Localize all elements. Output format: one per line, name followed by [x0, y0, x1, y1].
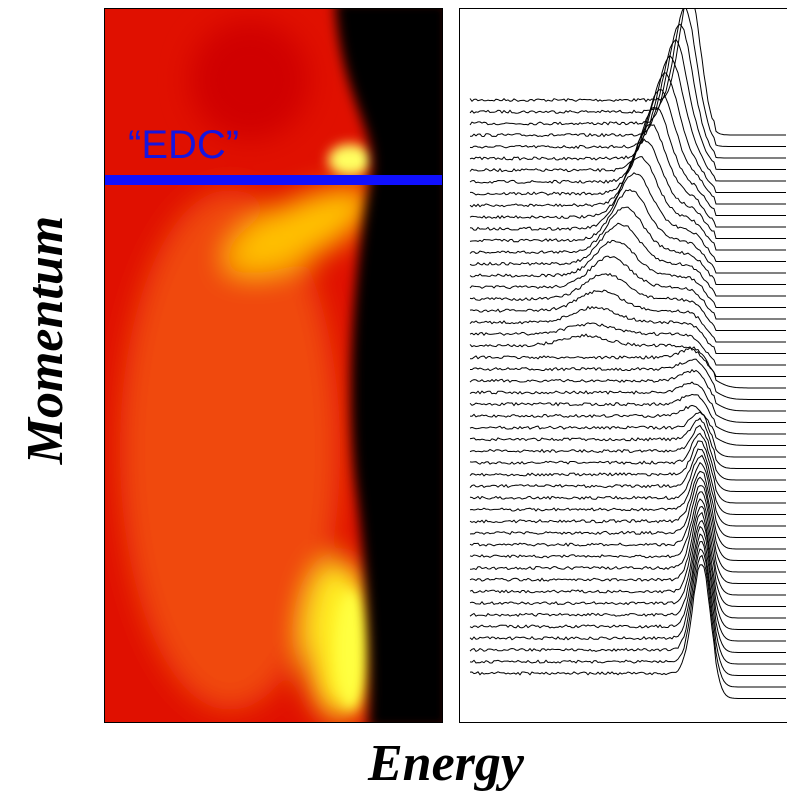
edc-curve — [469, 564, 786, 699]
edc-curve — [469, 470, 786, 550]
edc-curve — [469, 485, 786, 573]
edc-curve — [469, 548, 786, 676]
edc-curve — [470, 358, 786, 400]
edc-curve — [469, 432, 786, 492]
edc-curve — [469, 368, 786, 412]
edc-curve — [469, 156, 786, 251]
edc-curve — [469, 239, 786, 308]
edc-curve — [469, 72, 786, 193]
edc-curve — [469, 222, 786, 297]
edc-curve — [469, 424, 786, 481]
edc-curve — [469, 305, 786, 354]
edc-curve — [469, 461, 786, 538]
edc-curve — [469, 404, 786, 446]
edc-curve — [469, 9, 786, 147]
edc-curve — [469, 393, 786, 435]
edc-curve — [469, 476, 786, 561]
edc-curve — [469, 525, 786, 642]
edc-curve — [469, 172, 786, 262]
edc-curve — [469, 498, 786, 596]
edc-curve — [469, 540, 786, 665]
edc-curve — [469, 454, 786, 527]
edc-curve — [469, 491, 786, 584]
edc-curve — [469, 88, 786, 205]
x-axis-label: Energy — [367, 735, 525, 791]
edc-curve — [469, 106, 786, 216]
edc-curve — [469, 417, 786, 469]
edc-curve — [469, 255, 786, 320]
edc-curve — [469, 440, 786, 504]
intensity-map: “EDC” — [105, 9, 442, 722]
edc-curve — [469, 519, 786, 630]
edc-label: “EDC” — [128, 123, 239, 167]
edc-curve — [469, 206, 786, 285]
edc-curves — [469, 9, 786, 699]
edc-curve — [469, 289, 786, 343]
edc-curve — [469, 511, 786, 619]
edc-curve — [469, 533, 786, 653]
edc-curve — [469, 333, 786, 377]
edc-cut-line — [105, 175, 442, 185]
y-axis-label: Momentum — [17, 216, 74, 466]
edc-curve — [469, 9, 786, 136]
edc-curve — [469, 138, 786, 239]
edc-curve — [469, 54, 786, 182]
edc-curve — [469, 272, 786, 331]
edc-curve — [469, 38, 786, 170]
edc-curve — [469, 411, 786, 458]
edc-curve — [469, 381, 786, 423]
left-panel-frame — [104, 8, 443, 723]
edc-curve — [469, 448, 786, 515]
edc-curve — [469, 322, 786, 366]
edc-curve — [470, 123, 786, 228]
edc-curve — [469, 346, 786, 389]
edc-curve — [469, 554, 786, 688]
edc-curve — [469, 505, 786, 607]
edc-curve — [469, 188, 786, 274]
edc-curve — [469, 23, 786, 159]
